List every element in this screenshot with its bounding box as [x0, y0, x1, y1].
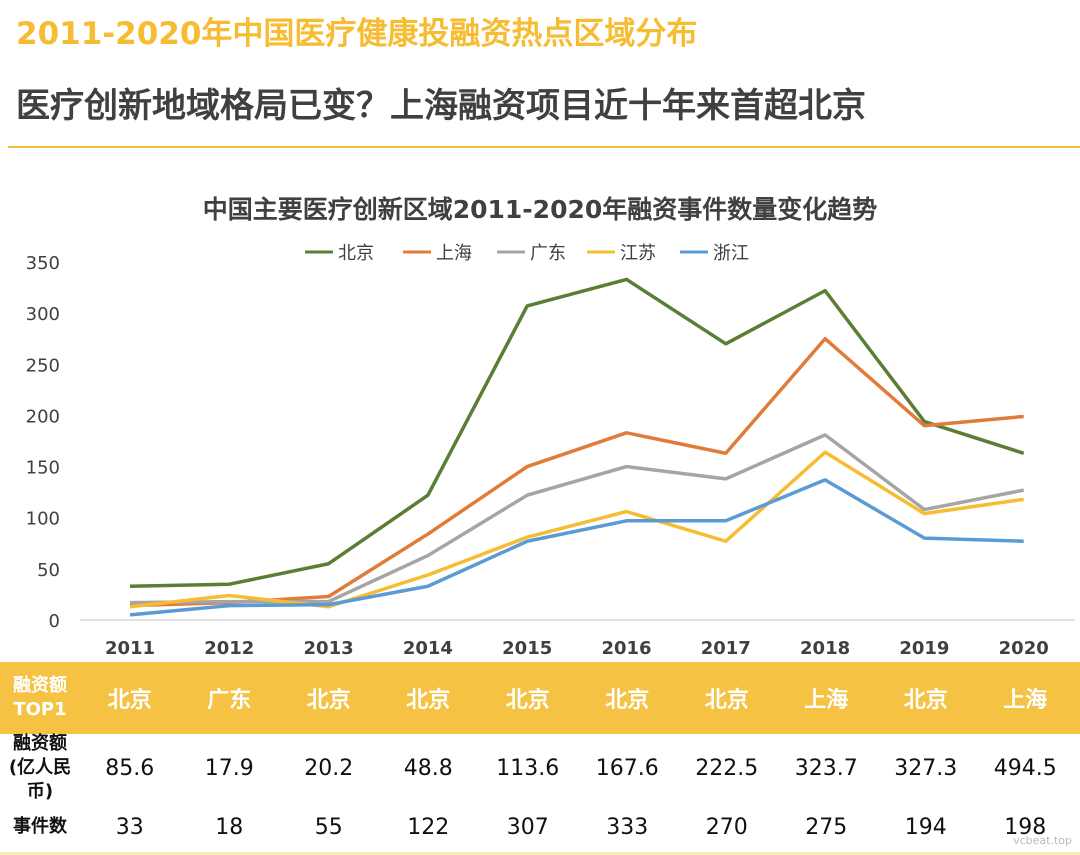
table-cell: 307: [506, 814, 549, 840]
x-tick-label: 2020: [999, 638, 1049, 659]
table-row-top1: 融资额TOP1 北京 广东 北京 北京 北京 北京 北京 上海 北京 上海: [0, 662, 1080, 734]
y-tick-label: 150: [26, 458, 60, 479]
table-cell: 北京: [505, 688, 550, 713]
table-cell: 222.5: [695, 755, 759, 781]
table-cell: 17.9: [204, 755, 254, 781]
summary-table: 融资额TOP1 北京 广东 北京 北京 北京 北京 北京 上海 北京 上海 融资额(亿人民币) 85.…: [0, 662, 1080, 855]
y-tick-label: 250: [26, 355, 60, 376]
table-row-events: 事件数 33 18 55 122 307 333 270 275 194 198: [0, 802, 1080, 855]
divider: [8, 146, 1080, 148]
y-tick-label: 350: [26, 253, 60, 274]
table-cell: 167.6: [595, 755, 659, 781]
x-tick-label: 2019: [899, 638, 949, 659]
table-cell: 55: [314, 814, 343, 840]
x-tick-label: 2018: [800, 638, 850, 659]
table-cell: 270: [705, 814, 748, 840]
table-cell: 北京: [903, 688, 948, 713]
legend-label: 江苏: [620, 243, 656, 264]
table-cell: 48.8: [403, 755, 453, 781]
y-tick-label: 200: [26, 406, 60, 427]
table-cell: 北京: [107, 688, 152, 713]
table-cell: 122: [407, 814, 450, 840]
table-cell: 333: [606, 814, 649, 840]
chart-title: 中国主要医疗创新区域2011-2020年融资事件数量变化趋势: [203, 195, 878, 224]
table-cell: 275: [805, 814, 848, 840]
line-chart: 中国主要医疗创新区域2011-2020年融资事件数量变化趋势 0 50 100 150 2…: [26, 195, 1075, 659]
series-line-北京: [129, 277, 1025, 588]
row-label: 融资额(亿人民币): [8, 733, 72, 802]
x-tick-label: 2011: [105, 638, 155, 659]
table-cell: 494.5: [993, 755, 1057, 781]
row-label: 事件数: [13, 816, 67, 837]
table-cell: 194: [904, 814, 947, 840]
table-cell: 85.6: [105, 755, 155, 781]
table-cell: 上海: [1003, 688, 1048, 713]
y-tick-label: 0: [49, 611, 60, 632]
table-cell: 北京: [306, 688, 351, 713]
legend-label: 北京: [338, 243, 374, 264]
page-subtitle: 医疗创新地域格局已变？上海融资项目近十年来首超北京: [16, 86, 866, 126]
table-cell: 北京: [704, 688, 749, 713]
row-label: 融资额TOP1: [13, 675, 67, 720]
table-cell: 327.3: [894, 755, 958, 781]
table-cell: 198: [1004, 814, 1047, 840]
table-cell: 18: [215, 814, 244, 840]
y-tick-label: 300: [26, 304, 60, 325]
legend-label: 浙江: [713, 243, 749, 264]
x-tick-label: 2017: [701, 638, 751, 659]
x-tick-label: 2013: [304, 638, 354, 659]
page-title: 2011-2020年中国医疗健康投融资热点区域分布: [16, 16, 698, 52]
x-tick-label: 2012: [204, 638, 254, 659]
legend-label: 上海: [436, 243, 472, 264]
table-cell: 323.7: [794, 755, 858, 781]
legend-label: 广东: [530, 243, 566, 264]
x-tick-label: 2015: [502, 638, 552, 659]
series-line-上海: [129, 336, 1024, 608]
x-tick-label: 2014: [403, 638, 453, 659]
series-line-浙江: [129, 478, 1024, 617]
table-row-amount: 融资额(亿人民币) 85.6 17.9 20.2 48.8 113.6 167.6 222.5…: [0, 733, 1080, 802]
series-line-江苏: [129, 450, 1024, 609]
table-cell: 北京: [605, 688, 650, 713]
table-cell: 20.2: [304, 755, 354, 781]
x-tick-label: 2016: [601, 638, 651, 659]
y-tick-label: 50: [37, 560, 60, 581]
table-cell: 33: [115, 814, 144, 840]
table-cell: 广东: [207, 688, 252, 713]
table-cell: 113.6: [496, 755, 560, 781]
table-cell: 上海: [804, 688, 849, 713]
watermark: vcbeat.top: [1013, 834, 1072, 847]
table-cell: 北京: [406, 688, 451, 713]
y-tick-label: 100: [26, 509, 60, 530]
